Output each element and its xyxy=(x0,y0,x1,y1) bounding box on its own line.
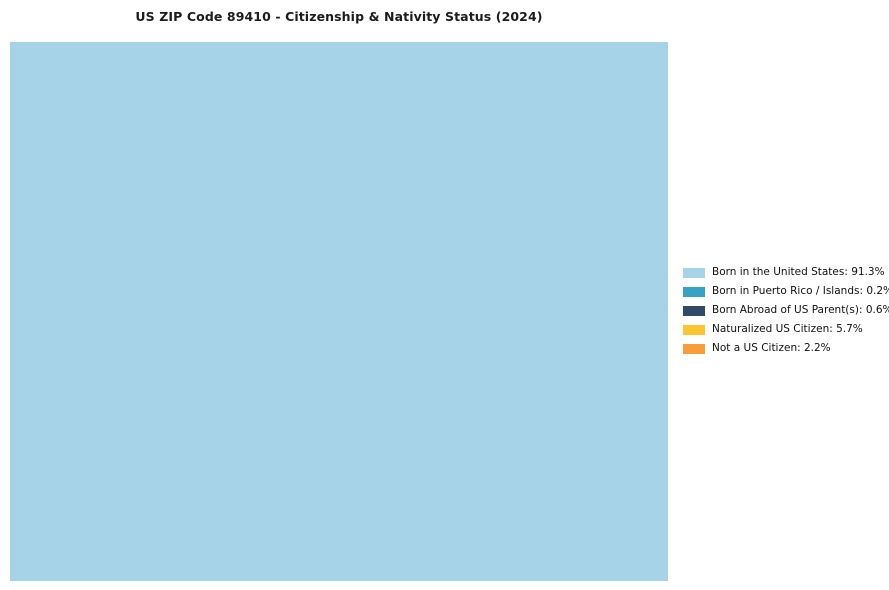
legend-label-naturalized-citizen: Naturalized US Citizen: 5.7% xyxy=(712,323,863,335)
legend-item-born-abroad: Born Abroad of US Parent(s): 0.6% xyxy=(683,305,889,316)
legend: Born in the United States: 91.3% Born in… xyxy=(683,267,889,354)
legend-item-not-us-citizen: Not a US Citizen: 2.2% xyxy=(683,343,889,354)
legend-swatch-naturalized-citizen-icon xyxy=(683,324,705,335)
legend-swatch-born-in-us-icon xyxy=(683,267,705,278)
legend-swatch-born-abroad-icon xyxy=(683,305,705,316)
legend-item-naturalized-citizen: Naturalized US Citizen: 5.7% xyxy=(683,324,889,335)
legend-swatch-not-us-citizen-icon xyxy=(683,343,705,354)
legend-item-born-in-us: Born in the United States: 91.3% xyxy=(683,267,889,278)
legend-label-born-in-us: Born in the United States: 91.3% xyxy=(712,266,885,278)
legend-label-not-us-citizen: Not a US Citizen: 2.2% xyxy=(712,342,831,354)
treemap-chart xyxy=(10,42,668,581)
treemap-segment-born-in-us xyxy=(10,42,668,581)
legend-label-born-abroad: Born Abroad of US Parent(s): 0.6% xyxy=(712,304,889,316)
legend-swatch-born-puerto-rico-icon xyxy=(683,286,705,297)
legend-item-born-puerto-rico: Born in Puerto Rico / Islands: 0.2% xyxy=(683,286,889,297)
legend-label-born-puerto-rico: Born in Puerto Rico / Islands: 0.2% xyxy=(712,285,889,297)
chart-title: US ZIP Code 89410 - Citizenship & Nativi… xyxy=(135,9,543,24)
